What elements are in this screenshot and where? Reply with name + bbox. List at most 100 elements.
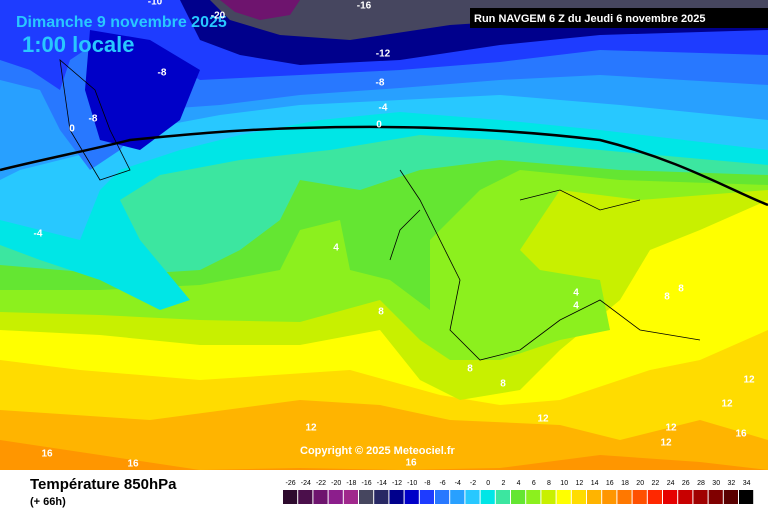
colorbar-label: -4: [455, 480, 461, 487]
contour-label: 4: [333, 243, 339, 254]
contour-label: -10: [148, 0, 163, 8]
contour-label: 4: [573, 301, 579, 312]
colorbar-label: 0: [486, 480, 490, 487]
colorbar-swatch: [587, 490, 602, 504]
colorbar-swatch: [693, 490, 708, 504]
contour-label: 12: [743, 375, 755, 386]
colorbar-label: 2: [501, 480, 505, 487]
colorbar-label: 14: [591, 480, 599, 487]
contour-label: 16: [405, 458, 417, 469]
colorbar-swatch: [647, 490, 662, 504]
colorbar-label: -8: [424, 480, 430, 487]
colorbar-label: -2: [470, 480, 476, 487]
variable-label: Température 850hPa: [30, 476, 177, 493]
contour-label: 12: [537, 414, 549, 425]
colorbar-swatch: [602, 490, 617, 504]
lead-label: (+ 66h): [30, 496, 66, 508]
colorbar-label: 32: [728, 480, 736, 487]
contour-label: -8: [89, 114, 98, 125]
contour-label: -4: [34, 229, 43, 240]
colorbar-swatch: [328, 490, 343, 504]
colorbar-label: 28: [697, 480, 705, 487]
colorbar-swatch: [617, 490, 632, 504]
colorbar-swatch: [708, 490, 723, 504]
colorbar-swatch: [526, 490, 541, 504]
colorbar-label: -26: [286, 480, 296, 487]
contour-label: -4: [379, 103, 388, 114]
colorbar: -26 -24 -22 -20 -18 -16 -14 -12 -10 -8 -6 -4 -2 0 2 4 6 8…: [283, 480, 754, 504]
colorbar-swatch: [723, 490, 738, 504]
colorbar-swatch: [632, 490, 647, 504]
map-time: 1:00 locale: [22, 32, 135, 57]
colorbar-label: -16: [362, 480, 372, 487]
colorbar-label: 16: [606, 480, 614, 487]
colorbar-swatch: [739, 490, 754, 504]
colorbar-swatch: [435, 490, 450, 504]
coastline: [59, 59, 701, 361]
colorbar-label: -18: [346, 480, 356, 487]
colorbar-label: -6: [439, 480, 445, 487]
contour-label: 8: [664, 292, 670, 303]
colorbar-label: 26: [682, 480, 690, 487]
contour-label: -20: [211, 11, 226, 22]
contour-label: 8: [500, 379, 506, 390]
colorbar-swatch: [511, 490, 526, 504]
contour-label: 12: [660, 438, 672, 449]
colorbar-label: 20: [636, 480, 644, 487]
contour-label: 16: [735, 429, 747, 440]
colorbar-label: 34: [743, 480, 751, 487]
contour-label: -12: [376, 49, 391, 60]
colorbar-label: 8: [547, 480, 551, 487]
band: [85, 30, 200, 150]
contour-label: 0: [376, 120, 382, 131]
colorbar-swatch: [313, 490, 328, 504]
colorbar-label: 12: [576, 480, 584, 487]
contour-label: 12: [305, 423, 317, 434]
colorbar-label: -10: [407, 480, 417, 487]
colorbar-swatch: [419, 490, 434, 504]
colorbar-label: 4: [517, 480, 521, 487]
colorbar-label: -20: [331, 480, 341, 487]
colorbar-swatch: [663, 490, 678, 504]
zero-isotherm: [0, 125, 768, 207]
contour-label: -8: [376, 78, 385, 89]
contour-label: 4: [573, 288, 579, 299]
colorbar-label: 6: [532, 480, 536, 487]
run-label: Run NAVGEM 6 Z du Jeudi 6 novembre 2025: [474, 13, 705, 25]
colorbar-swatch: [404, 490, 419, 504]
contour-label: 16: [127, 459, 139, 470]
map-title: Dimanche 9 novembre 2025: [16, 14, 227, 31]
colorbar-swatch: [359, 490, 374, 504]
run-box: [470, 8, 768, 28]
contour-label: 12: [665, 423, 677, 434]
band: [220, 0, 300, 20]
colorbar-label: -12: [392, 480, 402, 487]
colorbar-swatch: [480, 490, 495, 504]
copyright: Copyright © 2025 Meteociel.fr: [300, 445, 456, 457]
colorbar-label: 18: [621, 480, 629, 487]
colorbar-label: -14: [377, 480, 387, 487]
contour-label: -8: [158, 68, 167, 79]
colorbar-swatch: [495, 490, 510, 504]
colorbar-label: 10: [560, 480, 568, 487]
contour-label: 12: [721, 399, 733, 410]
colorbar-label: -24: [301, 480, 311, 487]
colorbar-swatch: [465, 490, 480, 504]
colorbar-label: 22: [652, 480, 660, 487]
contour-label: 8: [378, 307, 384, 318]
contour-label: -16: [357, 1, 372, 12]
contour-label: 16: [41, 449, 53, 460]
colorbar-swatch: [343, 490, 358, 504]
contour-label: 0: [69, 124, 75, 135]
colorbar-swatch: [389, 490, 404, 504]
colorbar-swatch: [571, 490, 586, 504]
contour-label: 8: [467, 364, 473, 375]
colorbar-swatch: [541, 490, 556, 504]
colorbar-label: -22: [316, 480, 326, 487]
contour-label: 8: [678, 284, 684, 295]
colorbar-swatch: [556, 490, 571, 504]
colorbar-swatch: [374, 490, 389, 504]
colorbar-swatch: [450, 490, 465, 504]
